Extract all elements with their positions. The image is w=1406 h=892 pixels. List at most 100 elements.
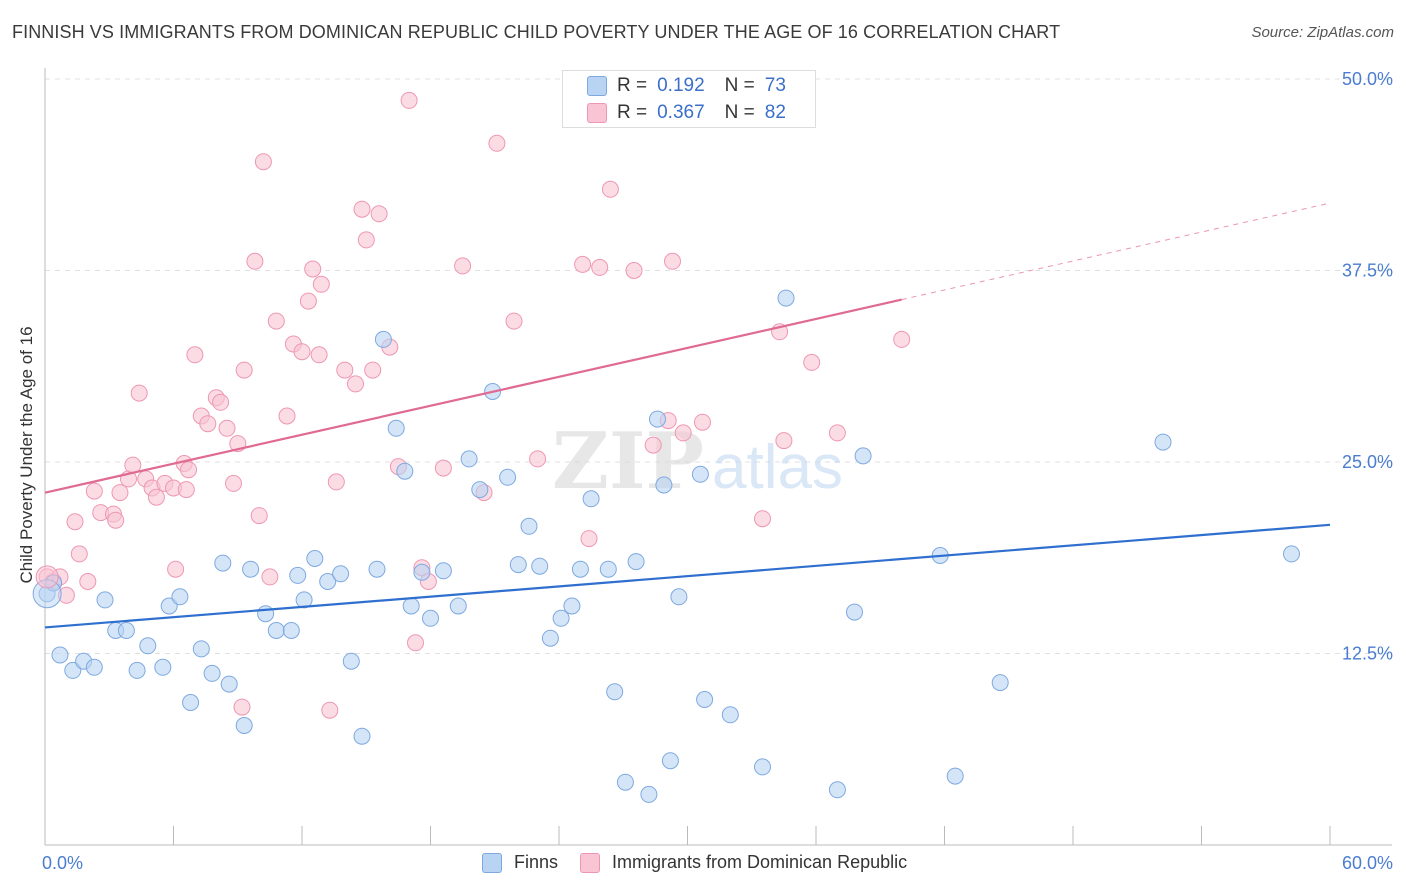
finns-legend-swatch [482,852,502,873]
n-label: N = [724,75,755,96]
dominican-point [147,488,165,506]
dominican-point [353,200,371,218]
finns-point [640,785,658,803]
dominican-point [254,153,272,171]
dominican-point [246,252,264,270]
finns-point [203,664,221,682]
finns-point [649,410,666,428]
dominican-point [529,450,547,468]
dominican-point [828,424,846,442]
dominican-point [107,511,125,529]
dominican-point [225,474,242,492]
dominican-point [267,312,285,330]
finns-point [267,622,285,639]
finns-point [777,289,795,307]
dominican-point [591,258,609,276]
dominican-point [293,343,311,361]
finns-point [616,773,634,791]
axes [44,68,1392,846]
source-label: Source: ZipAtlas.com [1251,24,1394,41]
finns-point [220,675,238,693]
dominican-point [434,459,452,477]
finns-point [51,646,69,664]
legend-item-dominican[interactable]: Immigrants from Dominican Republic [580,852,907,873]
tick-labels: 12.5% 25.0% 37.5% 50.0% 0.0% 60.0% [42,69,1393,873]
finns-point [520,517,538,535]
dominican-point [574,255,592,273]
finns-point [846,603,863,621]
dominican-point [177,481,195,499]
dominican-point [278,407,296,425]
finns-point [374,330,392,348]
legend-item-finns[interactable]: Finns [482,852,558,873]
finns-point [434,562,452,580]
dominican-trend-line [44,298,902,494]
dominican-point [79,573,97,590]
r-value: 0.367 [657,102,705,123]
chart-title: FINNISH VS IMMIGRANTS FROM DOMINICAN REP… [12,22,1061,42]
dominican-point [199,415,217,433]
finns-point [214,554,232,572]
dominican-point-cluster [35,565,59,589]
dominican-point [370,205,388,223]
finns-point [235,717,253,734]
stats-legend: R = 0.192 N = 73 R = 0.367 N = 82 [562,70,816,128]
stats-row-finns: R = 0.192 N = 73 [587,74,786,98]
dominican-point [312,275,330,293]
finns-point [289,566,307,584]
dominican-point [180,461,197,479]
dominican-point [893,330,911,348]
n-value: 82 [764,102,786,123]
finns-swatch [587,76,607,96]
finns-point [754,758,771,776]
finns-point [460,450,478,468]
finns-point [1154,433,1172,451]
x-tick-label: 0.0% [42,853,83,873]
dominican-point [454,257,472,275]
dominican-point [212,393,230,411]
points [32,91,1300,803]
dominican-point [407,634,424,652]
finns-point [991,674,1009,692]
dominican-point [310,346,328,364]
y-axis-label: Child Poverty Under the Age of 16 [17,326,36,583]
trend-lines [44,202,1331,629]
dominican-trend-extension [901,202,1331,301]
dominican-point [347,375,364,393]
dominican-point [775,432,793,450]
dominican-point [505,312,523,330]
dominican-point [488,134,506,152]
finns-point [396,462,414,480]
dominican-point [625,262,643,279]
finns-point [721,706,739,724]
dominican-swatch [587,103,607,123]
finns-point [282,622,300,639]
dominican-point [644,436,662,454]
dominican-point [130,384,148,402]
finns-point [139,637,157,655]
dominican-point [261,568,279,586]
finns-point [128,661,146,679]
finns-point [171,588,189,606]
finns-point [670,588,688,606]
dominican-point [299,292,317,310]
finns-point [353,727,371,745]
finns-point [691,465,709,483]
dominican-point [66,513,84,531]
finns-point [552,609,570,627]
y-tick-label: 12.5% [1342,644,1393,664]
finns-point [295,591,313,609]
dominican-point [754,510,771,528]
finns-point [946,767,964,785]
dominican-point [803,353,821,371]
legend-label-dominican: Immigrants from Dominican Republic [612,852,908,872]
dominican-point [336,361,354,379]
dominican-point [327,473,345,491]
finns-point [332,565,350,583]
finns-point [531,557,549,575]
finns-point [599,560,617,578]
dominican-legend-swatch [580,852,601,873]
dominican-point [85,482,103,500]
finns-point [541,629,559,647]
n-label: N = [724,102,755,123]
